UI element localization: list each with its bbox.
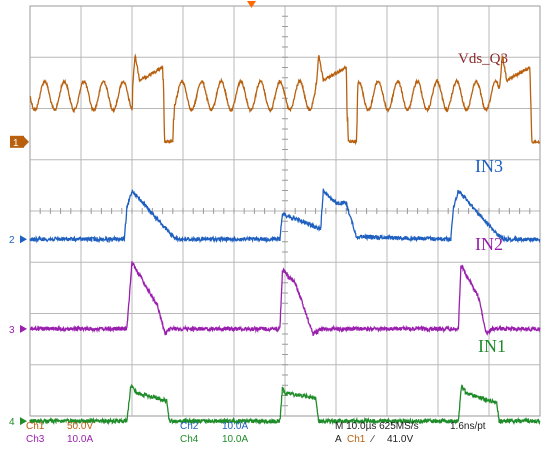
status-ch3-scale: 10.0A [67,434,93,445]
traces [29,53,541,426]
marker-arrow-ch1 [24,136,29,147]
marker-label-ch4: 4 [9,417,15,428]
status-ch1-label: Ch1 [26,421,45,432]
label-in3: IN3 [475,156,503,176]
marker-arrow-ch4 [20,417,27,426]
status-trigger-prefix: A [335,434,342,445]
status-ch3-label: Ch3 [26,434,45,445]
label-vds-q3: Vds_Q3 [458,51,508,67]
channel-markers: 1 2 3 4 [9,135,29,428]
status-resolution: 1.6ns/pt [450,421,486,432]
trace-ch2 [29,188,541,244]
graticule [29,5,541,417]
status-ch4-scale: 10.0A [222,434,248,445]
marker-arrow-ch2 [20,235,27,244]
trigger-position-marker [247,1,256,8]
status-trigger-slope-icon: ∕ [369,434,375,445]
status-ch1-scale: 50.0V [67,421,93,432]
marker-arrow-ch3 [20,324,27,333]
status-trigger-source: Ch1 [347,434,366,445]
marker-box-ch1 [10,135,24,148]
trace-ch3 [29,261,541,337]
status-timebase: M 10.0µs 625MS/s [335,421,419,432]
label-in2: IN2 [475,234,503,254]
status-ch4-label: Ch4 [180,434,199,445]
status-trigger-level: 41.0V [387,434,413,445]
status-ch2-scale: 10.0A [222,421,248,432]
label-in1: IN1 [478,336,506,356]
trace-ch4 [29,383,541,426]
trace-ch1 [29,53,540,146]
status-ch2-label: Ch2 [180,421,199,432]
marker-label-ch1: 1 [13,138,19,149]
marker-label-ch2: 2 [9,235,15,246]
marker-label-ch3: 3 [9,325,15,336]
